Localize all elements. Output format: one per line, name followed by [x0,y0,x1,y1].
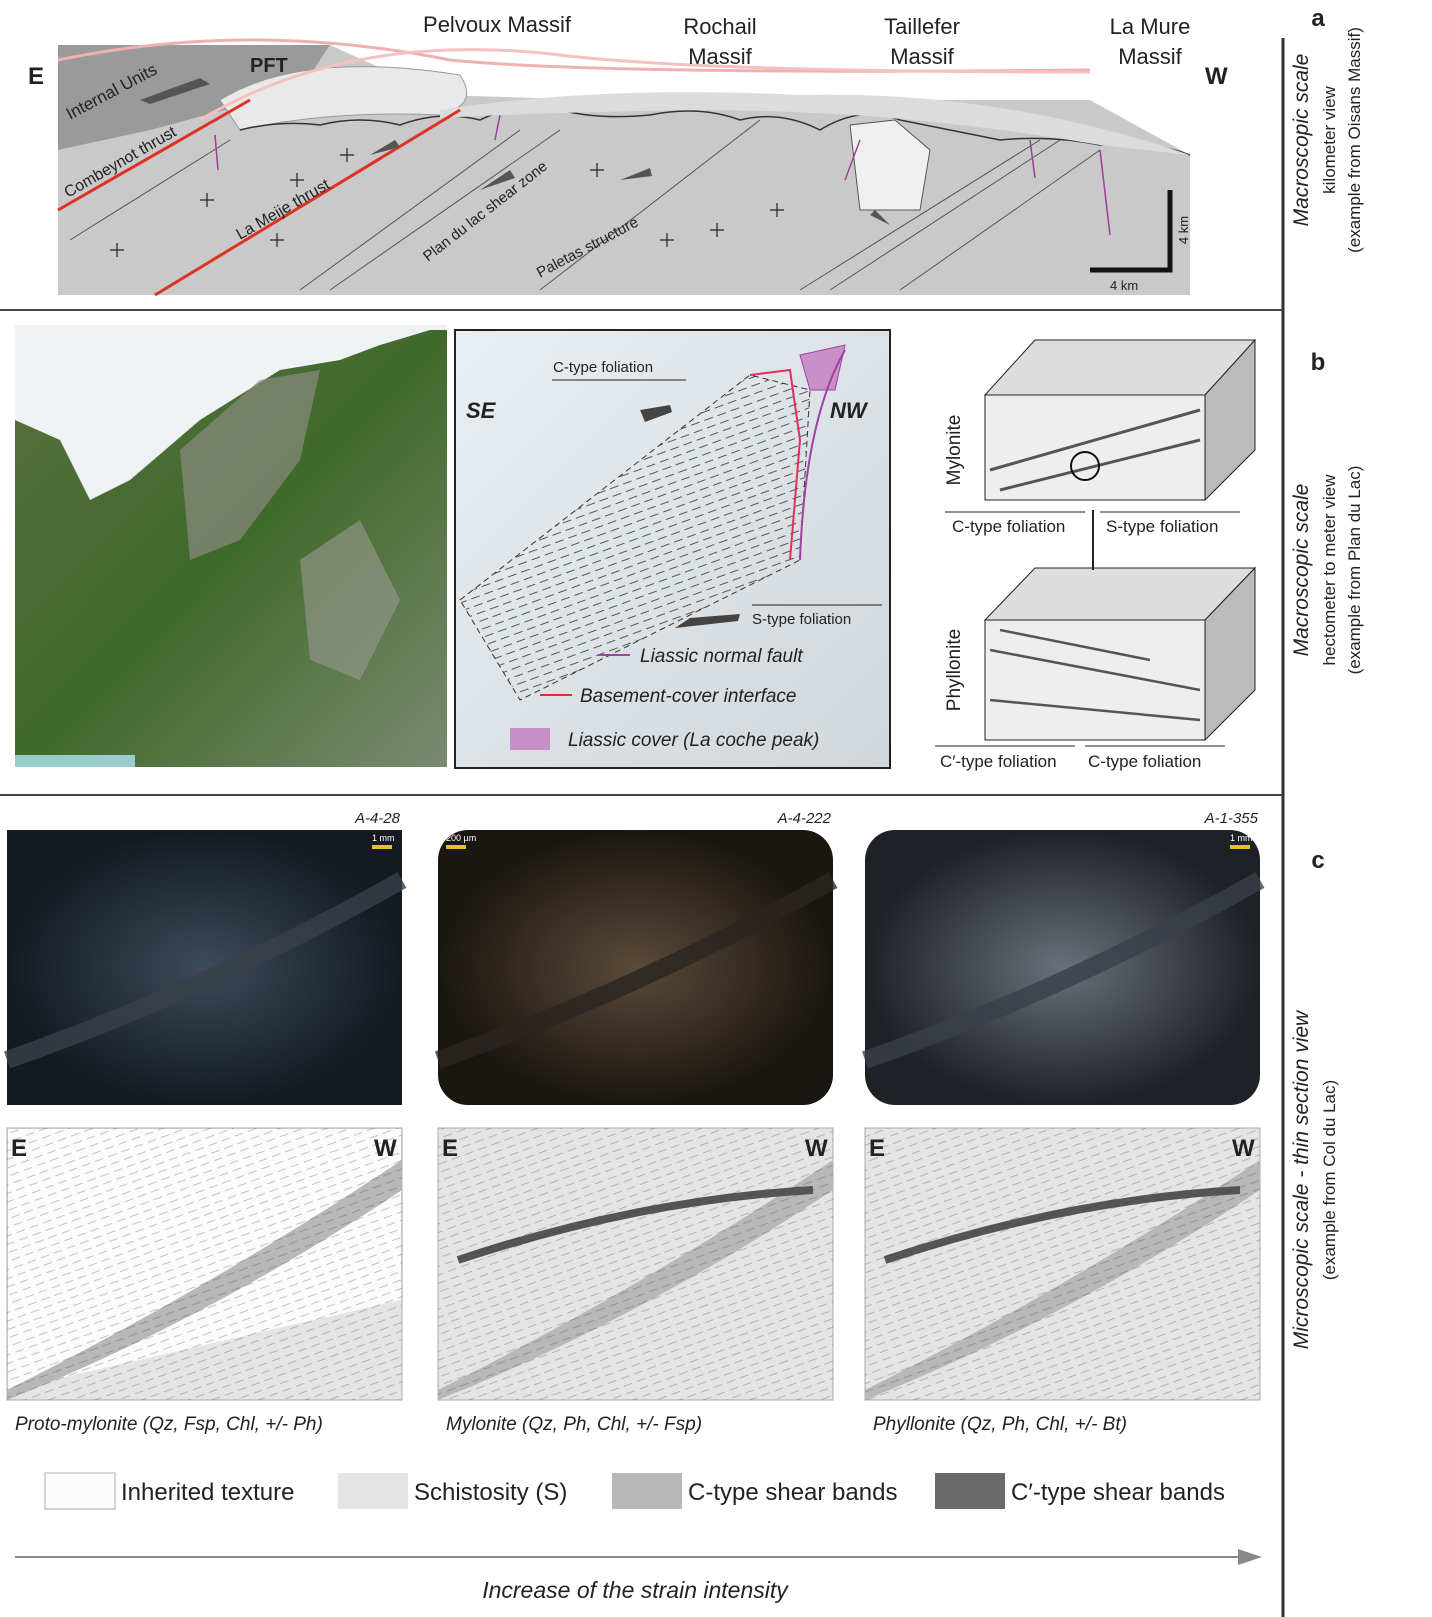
caption: Proto-mylonite (Qz, Fsp, Chl, +/- Ph) [15,1414,323,1435]
edge-label: E [11,1135,27,1162]
edge-label: W [1232,1135,1255,1162]
label: C-type foliation [553,359,653,376]
thin-sections: A-4-28 1 mm E W Proto-mylonite (Qz, Fsp, Chl… [4,810,1265,1510]
label: La Mure [1110,14,1191,39]
micrograph [7,830,402,1105]
legend-label: C-type shear bands [688,1479,897,1506]
micrograph [438,830,833,1105]
strain-arrow: Increase of the strain intensity [15,1549,1262,1603]
scale-label: 1 mm [1230,833,1253,843]
foliation [438,1128,833,1400]
legend-label: Basement-cover interface [580,686,797,707]
label: 4 km [1176,216,1191,244]
label: PFT [250,55,288,77]
legend-label: Liassic normal fault [640,646,803,667]
side-text: hectometer to meter view [1320,474,1339,666]
legend-label: Liassic cover (La coche peak) [568,730,819,751]
foliation [865,1128,1260,1400]
side-text: (example from Plan du Lac) [1345,466,1364,675]
scale-bar [1230,845,1250,849]
label: SE [466,398,497,423]
side-text: (example from Col du Lac) [1320,1080,1339,1280]
panel-letter: a [1311,5,1325,32]
sample-id: A-4-222 [777,810,832,827]
band [435,872,838,1069]
label: Rochail [683,14,756,39]
side-title: Macroscopic scale [1290,54,1313,227]
foliation [7,1128,402,1400]
sample-id: A-4-28 [354,810,401,827]
micrograph [865,830,1260,1105]
band [862,872,1265,1069]
panel-letter: b [1311,349,1326,376]
arrow-label: Increase of the strain intensity [482,1577,789,1603]
label: Massif [890,44,954,69]
label: S-type foliation [752,611,851,628]
label: W [1205,63,1228,90]
label: Massif [1118,44,1182,69]
label: 4 km [1110,278,1138,293]
label: S-type foliation [1106,517,1218,536]
side-text: (example from Oisans Massif) [1345,27,1364,253]
legend-label: C′-type shear bands [1011,1479,1225,1506]
legend-swatch [338,1473,408,1509]
edge-label: E [869,1135,885,1162]
label: Mylonite [944,415,965,486]
outcrop-sketch: SE NW C-type foliation S-type foliation … [454,329,891,769]
label: Pelvoux Massif [423,12,572,37]
edge-label: E [442,1135,458,1162]
legend-label: Inherited texture [121,1479,294,1506]
side-title: Microscopic scale - thin section view [1290,1009,1313,1349]
label: C′-type foliation [940,752,1057,771]
scale-bar [446,845,466,849]
outcrop-photo [15,325,447,767]
edge-label: W [805,1135,828,1162]
scale-label: 200 µm [446,833,476,843]
legend-label: Schistosity (S) [414,1479,567,1506]
cross-section [57,38,1191,297]
caption: Mylonite (Qz, Ph, Chl, +/- Fsp) [446,1414,702,1435]
caption: Phyllonite (Qz, Ph, Chl, +/- Bt) [873,1414,1127,1435]
legend-swatch [44,1472,116,1510]
panel-letter: c [1311,847,1324,874]
band [4,872,407,1069]
scale-label: 1 mm [372,833,395,843]
scale-bar [372,845,392,849]
label: C-type foliation [952,517,1065,536]
label: C-type foliation [1088,752,1201,771]
label: Phyllonite [944,629,965,711]
label: NW [830,398,869,423]
side-text: kilometer view [1320,85,1339,193]
side-labels: a Macroscopic scale kilometer view (exam… [1290,5,1364,1349]
edge-label: W [374,1135,397,1162]
label: Massif [688,44,752,69]
sample-id: A-1-355 [1204,810,1259,827]
label: Taillefer [884,14,960,39]
block-diagrams: Mylonite C-type foliation S-type foliati… [935,338,1257,771]
legend-swatch [935,1473,1005,1509]
label: E [28,63,44,90]
side-title: Macroscopic scale [1290,484,1313,657]
legend-swatch [612,1473,682,1509]
frame [0,38,1285,1617]
